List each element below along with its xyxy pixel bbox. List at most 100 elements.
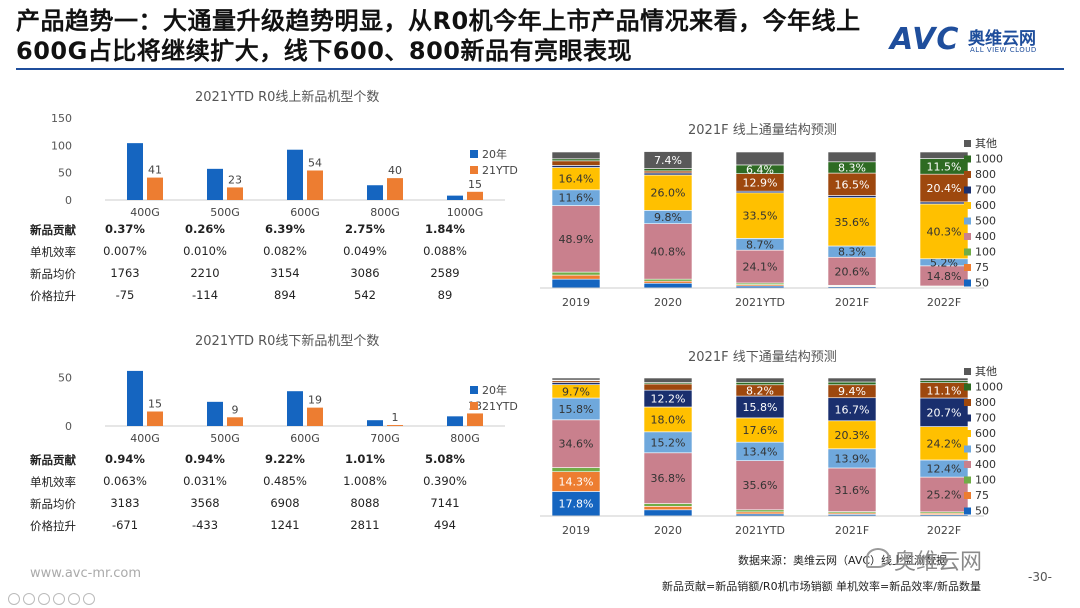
segment-label: 31.6% xyxy=(835,484,870,497)
bar-21YTD xyxy=(227,187,243,200)
segment-label: 8.3% xyxy=(838,246,866,259)
segment-75 xyxy=(643,280,693,284)
segment-label: 17.8% xyxy=(559,498,594,511)
y-tick-label: 100 xyxy=(51,139,72,152)
table-cell: 2589 xyxy=(430,266,460,280)
bar-21YTD xyxy=(467,413,483,426)
legend-swatch xyxy=(964,140,971,147)
segment-label: 8.2% xyxy=(746,384,774,397)
segment-label: 7.4% xyxy=(654,154,682,167)
legend-label: 100 xyxy=(975,246,996,259)
bar-20年 xyxy=(287,391,303,426)
bar-21YTD xyxy=(387,425,403,426)
segment-其他 xyxy=(551,377,601,381)
nav-more-icon[interactable] xyxy=(83,593,95,605)
segment-label: 40.8% xyxy=(651,245,686,258)
legend-label: 700 xyxy=(975,412,996,425)
data-label: 54 xyxy=(308,156,322,169)
legend-label: 1000 xyxy=(975,153,1003,166)
segment-700 xyxy=(551,165,601,168)
segment-50 xyxy=(643,282,693,289)
legend-swatch xyxy=(470,150,478,158)
legend-label: 75 xyxy=(975,261,989,274)
legend-label: 50 xyxy=(975,505,989,518)
segment-600 xyxy=(643,174,693,211)
y-tick-label: 50 xyxy=(58,167,72,180)
slide-nav[interactable] xyxy=(8,590,98,608)
segment-700 xyxy=(919,397,969,427)
bar-20年 xyxy=(127,370,143,426)
data-label: 9 xyxy=(232,403,239,416)
segment-label: 34.6% xyxy=(559,438,594,451)
legend-swatch xyxy=(964,492,971,499)
segment-label: 9.7% xyxy=(562,385,590,398)
segment-label: 14.3% xyxy=(559,476,594,489)
segment-label: 36.8% xyxy=(651,472,686,485)
segment-label: 18.0% xyxy=(651,413,686,426)
online-structure-chart: 48.9% 11.6% 16.4% 2019 40.8% 9.8% 26.0% 7.4% 202… xyxy=(540,137,1003,309)
segment-其他 xyxy=(919,377,969,381)
footer-url[interactable]: www.avc-mr.com xyxy=(30,566,142,581)
x-tick-label: 2021YTD xyxy=(735,524,785,537)
nav-prev-icon[interactable] xyxy=(8,593,20,605)
segment-1000 xyxy=(643,168,693,172)
x-tick-label: 700G xyxy=(370,432,400,445)
bar-21YTD xyxy=(147,177,163,200)
row-label: 单机效率 xyxy=(30,245,76,259)
legend-label: 20年 xyxy=(482,383,507,397)
table-cell: 1763 xyxy=(110,266,140,280)
legend-label: 400 xyxy=(975,458,996,471)
table-cell: -75 xyxy=(115,288,135,302)
segment-800 xyxy=(919,173,969,203)
table-cell: -433 xyxy=(191,518,219,532)
segment-1000 xyxy=(551,158,601,162)
segment-其他 xyxy=(827,151,877,163)
segment-label: 20.7% xyxy=(927,406,962,419)
x-tick-label: 500G xyxy=(210,432,240,445)
x-tick-label: 2022F xyxy=(927,296,961,309)
nav-next-icon[interactable] xyxy=(23,593,35,605)
segment-label: 12.2% xyxy=(651,393,686,406)
segment-label: 11.5% xyxy=(927,160,962,173)
logo-en-text: ALL VIEW CLOUD xyxy=(970,46,1037,54)
segment-400 xyxy=(551,419,601,468)
segment-400 xyxy=(643,223,693,280)
title-divider xyxy=(16,68,1064,70)
offline-models-table: 新品贡献 0.94% 0.94% 9.22% 1.01% 5.08% 单机效率 0.063% 0… xyxy=(30,452,500,542)
segment-其他 xyxy=(551,151,601,160)
segment-label: 24.1% xyxy=(743,261,778,274)
nav-zoom-icon[interactable] xyxy=(68,593,80,605)
table-cell: 2.75% xyxy=(345,222,385,236)
page-number: -30- xyxy=(1028,570,1052,584)
legend-swatch xyxy=(964,430,971,437)
segment-75 xyxy=(551,274,601,280)
nav-pen-icon[interactable] xyxy=(53,593,65,605)
legend-label: 600 xyxy=(975,427,996,440)
segment-其他 xyxy=(643,377,693,383)
segment-label: 20.6% xyxy=(835,265,870,278)
row-label: 价格拉升 xyxy=(30,519,76,533)
x-tick-label: 500G xyxy=(210,206,240,219)
table-cell: 2210 xyxy=(190,266,220,280)
table-cell: 6908 xyxy=(270,496,300,510)
x-tick-label: 400G xyxy=(130,432,160,445)
x-tick-label: 2021F xyxy=(835,524,869,537)
segment-label: 13.4% xyxy=(743,445,778,458)
nav-menu-icon[interactable] xyxy=(38,593,50,605)
watermark-text: 奥维云网 xyxy=(894,550,983,575)
segment-800 xyxy=(643,383,693,391)
page-title: 产品趋势一：大通量升级趋势明显，从R0机今年上市产品情况来看，今年线上600G占… xyxy=(16,7,861,65)
legend-swatch xyxy=(964,461,971,468)
y-tick-label: 0 xyxy=(65,194,72,207)
segment-600 xyxy=(643,406,693,433)
bar-21YTD xyxy=(227,417,243,426)
data-label: 41 xyxy=(148,164,162,177)
segment-600 xyxy=(919,203,969,260)
segment-其他 xyxy=(643,151,693,169)
row-label: 新品贡献 xyxy=(30,223,76,237)
legend-label: 500 xyxy=(975,443,996,456)
segment-100 xyxy=(551,467,601,473)
segment-其他 xyxy=(827,377,877,383)
legend-swatch xyxy=(470,402,478,410)
x-tick-label: 2020 xyxy=(654,524,682,537)
